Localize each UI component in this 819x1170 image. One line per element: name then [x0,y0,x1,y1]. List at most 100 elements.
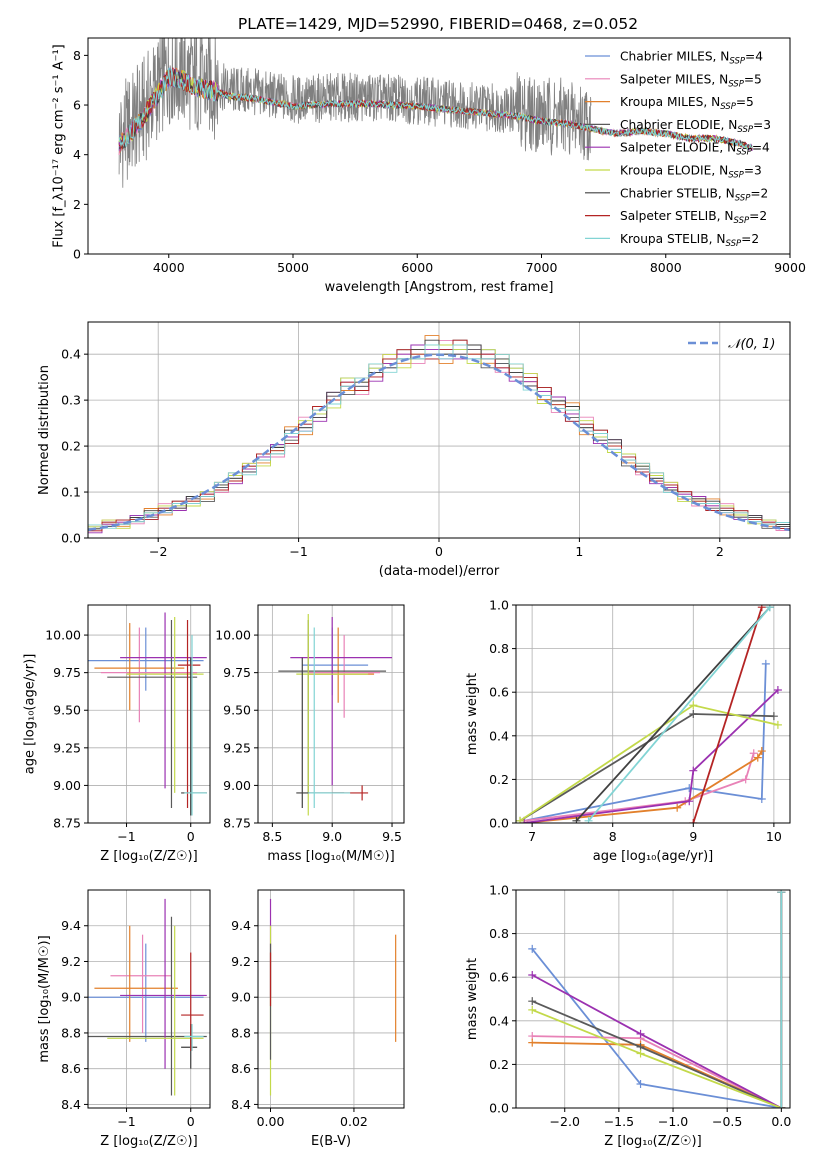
y-tick-label: 9.00 [53,778,81,793]
weight-marker [777,890,786,897]
weight-marker [689,710,698,718]
weight-marker [685,797,694,806]
y-tick-label: 4 [73,147,81,162]
axes-frame [257,604,405,824]
y-tick-label: 0.1 [61,485,81,500]
y-tick-label: 9.25 [53,740,81,755]
y-tick-label: 8.4 [61,1097,81,1112]
panel-mass-vs-EBV: 0.00 0.02 8.4 8.6 8.8 9.0 9.2 9.4 E(B-V) [231,889,405,1149]
weight-marker [528,1038,537,1047]
panel-age-vs-Z: −1 0 8.75 9.00 9.25 9.50 9.75 10.00 Z [log₁₀(Z/Z… [23,604,211,864]
weight-marker [528,997,537,1006]
y-tick-label: 0.4 [489,728,509,743]
plot-area-mass-vs-EBV [269,898,397,1096]
x-axis-label: (data-model)/error [379,564,500,579]
y-tick-label: 9.4 [61,918,81,933]
x-tick-label: 1 [575,544,583,559]
y-axis-label: mass weight [465,958,480,1040]
x-tick-label: −1 [289,544,307,559]
x-tick-label: 5000 [277,260,309,275]
plot-area-age-vs-Z [88,612,207,816]
x-tick-label: 7 [528,829,536,844]
panel-weight-vs-Z: −2.0 −1.5 −1.0 −0.5 0.0 0.0 0.2 0.4 0.6 0.8 1.0 Z [… [465,883,791,1150]
x-tick-label: −2 [149,544,167,559]
legend-entry: Salpeter ELODIE, NSSP=4 [620,141,770,158]
x-axis-label: Z [log₁₀(Z/Z☉)] [100,849,197,864]
weight-marker [757,747,766,756]
weight-series-6 [575,606,771,822]
x-tick-label: 8.5 [262,829,282,844]
x-axis-label: mass [log₁₀(M/M☉)] [267,849,394,864]
weight-marker [765,605,774,612]
x-tick-label: 10 [766,829,782,844]
weight-marker [528,971,537,980]
axes-frame [87,604,211,824]
y-tick-label: 0.8 [489,641,509,656]
weight-marker [689,819,698,823]
x-axis-label: E(B-V) [311,1134,351,1149]
y-axis-label: age [log₁₀(age/yr)] [23,654,38,775]
weight-series-8 [587,606,771,822]
legend-entry: Salpeter MILES, NSSP=5 [620,72,762,89]
y-tick-label: 1.0 [489,883,509,898]
plot-area-mass-vs-Z [88,898,207,1096]
weight-series-2 [532,1041,782,1108]
weight-series-7 [692,606,763,823]
y-tick-label: 2 [73,197,81,212]
y-tick-label: 9.75 [223,665,251,680]
y-tick-label: 9.0 [61,990,81,1005]
weight-marker [572,816,581,823]
x-tick-label: 0.0 [771,1114,791,1129]
weight-series-0 [531,948,782,1108]
x-tick-label: −1 [117,1114,135,1129]
y-tick-label: 0.0 [61,531,81,546]
weight-marker [777,1104,786,1108]
legend-entry: 𝒩(0, 1) [728,337,775,352]
y-tick-label: 6 [73,98,81,113]
panel-mass-vs-Z: −1 0 8.4 8.6 8.8 9.0 9.2 9.4 Z [log₁₀(Z/Z☉)] mass… [37,889,211,1149]
weight-series-1 [523,752,755,822]
legend-entry: Kroupa STELIB, NSSP=2 [620,232,759,249]
x-tick-label: 4000 [153,260,185,275]
y-tick-label: 9.25 [223,740,251,755]
weight-marker [528,944,537,953]
x-tick-label: 8 [609,829,617,844]
weight-marker [757,605,766,612]
x-tick-label: 0 [187,829,195,844]
model-series-8 [118,67,753,150]
y-axis-label: mass weight [465,673,480,755]
y-tick-label: 8.75 [53,816,81,831]
x-tick-label: 7000 [526,260,558,275]
y-tick-label: 0.2 [489,772,509,787]
y-tick-label: 0.0 [489,1101,509,1116]
plot-area-residuals [88,335,790,538]
x-axis-label: age [log₁₀(age/yr)] [593,849,714,864]
plot-area-spectrum [118,38,753,188]
x-tick-label: 2 [716,544,724,559]
y-tick-label: 8.75 [223,816,251,831]
y-tick-label: 9.2 [231,954,251,969]
x-tick-label: 9000 [774,260,806,275]
weight-marker [753,753,762,762]
y-tick-label: 9.50 [223,703,251,718]
y-tick-label: 0.6 [489,685,509,700]
weight-marker [741,775,750,784]
x-tick-label: 9.5 [382,829,402,844]
x-tick-label: 6000 [401,260,433,275]
y-axis-label: mass [log₁₀(M/M☉)] [37,935,52,1062]
weight-marker [761,659,770,668]
y-tick-label: 1.0 [489,598,509,613]
x-tick-label: −0.5 [712,1114,742,1129]
y-tick-label: 0 [73,247,81,262]
panel-residuals: −2 −1 0 1 2 0.0 0.1 0.2 0.3 0.4 (data-model)/error… [37,321,791,579]
axes-frame [515,604,791,824]
x-axis-label: Z [log₁₀(Z/Z☉)] [604,1134,701,1149]
weight-marker [528,1005,537,1014]
weight-marker [685,784,694,793]
y-tick-label: 0.4 [61,347,81,362]
y-tick-label: 9.4 [231,918,251,933]
y-tick-label: 8.8 [231,1025,251,1040]
figure-title: PLATE=1429, MJD=52990, FIBERID=0468, z=0… [238,15,638,33]
y-tick-label: 0.0 [489,816,509,831]
y-axis-label: Flux [f_λ10⁻¹⁷ erg cm⁻² s⁻¹ A⁻¹] [52,44,67,248]
